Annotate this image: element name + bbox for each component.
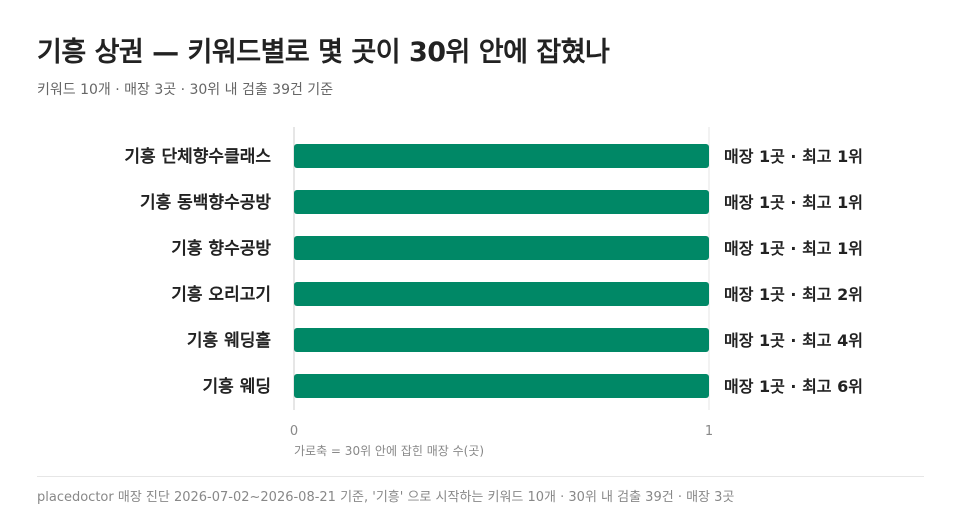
bar (294, 190, 709, 214)
category-label: 기흥 오리고기 (171, 284, 271, 305)
axis-layer: 0 1 가로축 = 30위 안에 잡힌 매장 수(곳) (290, 424, 713, 458)
footer-note: placedoctor 매장 진단 2026-07-02~2026-08-21 … (37, 490, 735, 505)
data-label: 매장 1곳 · 최고 2위 (724, 285, 863, 304)
bar (294, 236, 709, 260)
data-label: 매장 1곳 · 최고 4위 (724, 331, 863, 350)
category-label: 기흥 동백향수공방 (140, 192, 271, 213)
bar (294, 144, 709, 168)
grid-layer (293, 127, 710, 410)
data-label: 매장 1곳 · 최고 6위 (724, 377, 863, 396)
data-label: 매장 1곳 · 최고 1위 (724, 193, 863, 212)
bar (294, 328, 709, 352)
chart-title: 기흥 상권 — 키워드별로 몇 곳이 30위 안에 잡혔나 (37, 37, 610, 68)
footer-divider (37, 476, 924, 477)
data-label: 매장 1곳 · 최고 1위 (724, 239, 863, 258)
data-label: 매장 1곳 · 최고 1위 (724, 147, 863, 166)
x-axis-label: 가로축 = 30위 안에 잡힌 매장 수(곳) (294, 444, 484, 458)
x-tick-label: 1 (705, 424, 713, 439)
category-label: 기흥 웨딩홀 (187, 330, 271, 351)
bar-layer (294, 144, 709, 398)
chart-subtitle: 키워드 10개 · 매장 3곳 · 30위 내 검출 39건 기준 (37, 82, 334, 98)
category-label: 기흥 단체향수클래스 (124, 146, 271, 167)
category-label: 기흥 웨딩 (203, 376, 271, 397)
category-label: 기흥 향수공방 (171, 238, 271, 259)
x-tick-label: 0 (290, 424, 298, 439)
bar (294, 282, 709, 306)
bar (294, 374, 709, 398)
